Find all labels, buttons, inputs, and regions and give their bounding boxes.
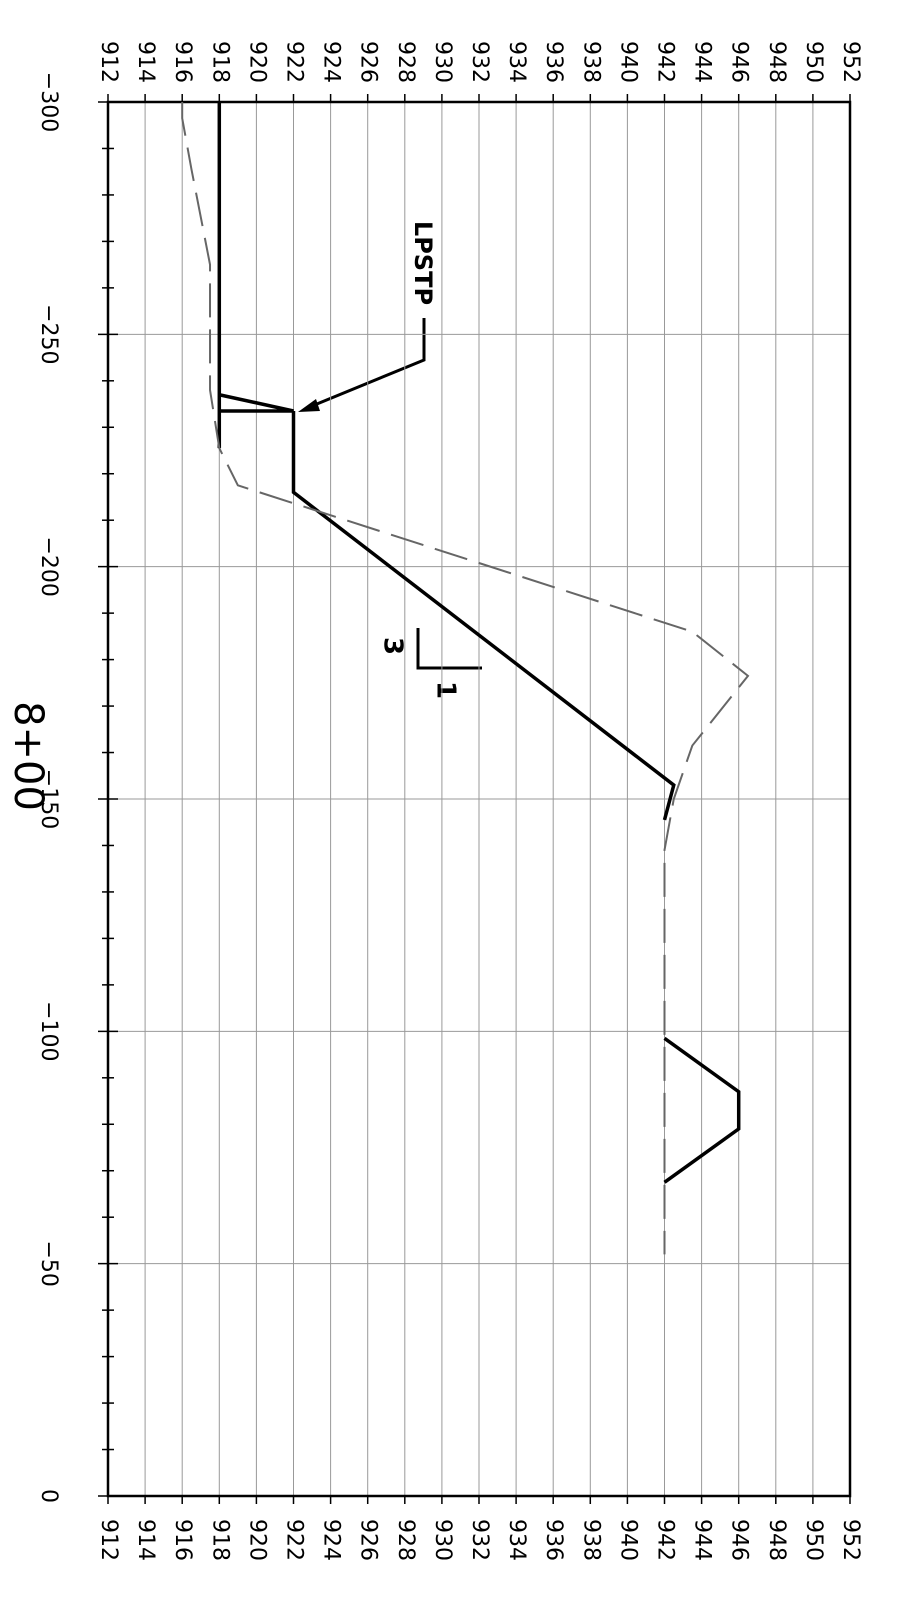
- y-tick-label: 930: [430, 1519, 455, 1561]
- station-label: 8+00: [5, 701, 51, 811]
- y-tick-label: 938: [578, 41, 603, 83]
- series-line: [181, 102, 750, 1255]
- annotation: 1: [431, 681, 461, 699]
- y-tick-label: 930: [430, 41, 455, 83]
- y-tick-label: 928: [393, 41, 418, 83]
- y-tick-label: 918: [207, 1519, 232, 1561]
- y-tick-label: 932: [467, 41, 492, 83]
- annotation: LPSTP: [409, 221, 437, 305]
- y-tick-label: 918: [207, 41, 232, 83]
- y-tick-label: 948: [764, 41, 789, 83]
- y-tick-label: 912: [96, 1519, 121, 1561]
- y-tick-label: 944: [690, 41, 715, 83]
- plot-frame: [106, 100, 852, 1498]
- y-tick-label: 940: [615, 41, 640, 83]
- y-tick-label: 914: [133, 1519, 158, 1561]
- series-line: [217, 102, 741, 1184]
- x-tick-label: −200: [36, 536, 61, 596]
- y-tick-label: 912: [96, 41, 121, 83]
- x-tick-label: −300: [36, 72, 61, 132]
- y-tick-label: 920: [244, 1519, 269, 1561]
- y-tick-label: 934: [504, 41, 529, 83]
- y-tick-label: 946: [727, 1519, 752, 1561]
- x-tick-label: −50: [36, 1240, 61, 1286]
- y-tick-label: 936: [541, 41, 566, 83]
- x-tick-label: −250: [36, 304, 61, 364]
- y-tick-label: 952: [838, 41, 863, 83]
- y-tick-label: 926: [356, 41, 381, 83]
- y-tick-label: 932: [467, 1519, 492, 1561]
- y-tick-label: 916: [170, 41, 195, 83]
- y-tick-label: 946: [727, 41, 752, 83]
- y-tick-label: 940: [615, 1519, 640, 1561]
- slope-symbol: [416, 628, 482, 670]
- y-tick-label: 924: [319, 41, 344, 83]
- y-tick-label: 916: [170, 1519, 195, 1561]
- leader-arrow: [298, 318, 426, 412]
- y-tick-label: 944: [690, 1519, 715, 1561]
- y-tick-label: 914: [133, 41, 158, 83]
- y-tick-label: 950: [801, 41, 826, 83]
- y-tick-label: 952: [838, 1519, 863, 1561]
- y-tick-label: 928: [393, 1519, 418, 1561]
- y-tick-label: 924: [319, 1519, 344, 1561]
- x-tick-label: −150: [36, 769, 61, 829]
- y-tick-label: 926: [356, 1519, 381, 1561]
- x-tick-label: 0: [36, 1489, 61, 1503]
- y-tick-label: 936: [541, 1519, 566, 1561]
- y-tick-label: 950: [801, 1519, 826, 1561]
- annotation: 3: [378, 637, 408, 655]
- y-tick-label: 922: [282, 41, 307, 83]
- x-tick-label: −100: [36, 1001, 61, 1061]
- y-tick-label: 922: [282, 1519, 307, 1561]
- y-tick-label: 934: [504, 1519, 529, 1561]
- y-tick-label: 920: [244, 41, 269, 83]
- y-tick-label: 942: [653, 41, 678, 83]
- y-tick-label: 948: [764, 1519, 789, 1561]
- y-tick-label: 938: [578, 1519, 603, 1561]
- y-tick-label: 942: [653, 1519, 678, 1561]
